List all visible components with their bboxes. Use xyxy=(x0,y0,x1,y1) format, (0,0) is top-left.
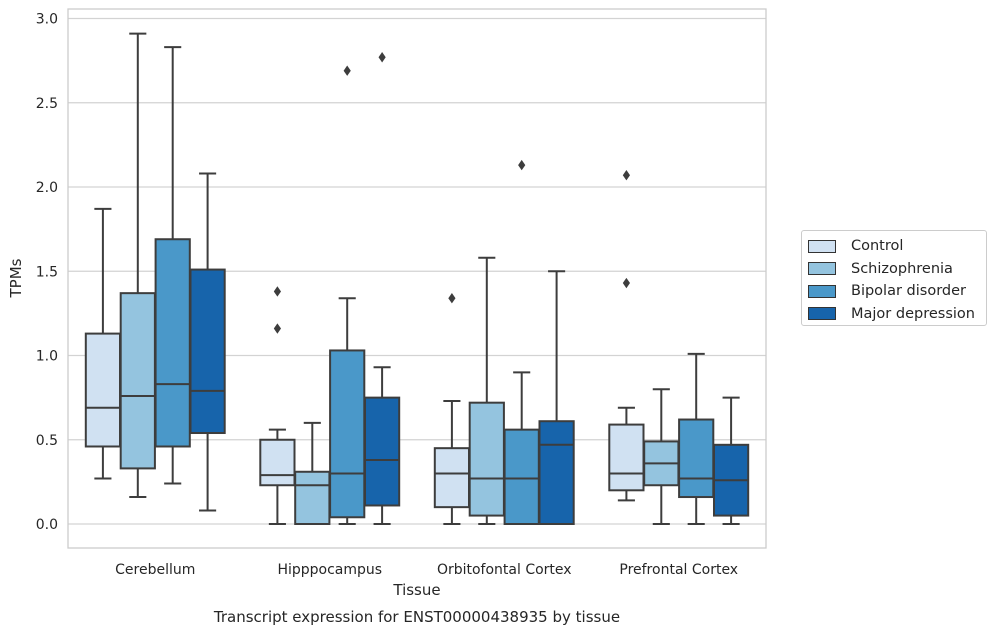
outlier-point xyxy=(622,170,630,181)
box-schizophrenia-3 xyxy=(643,388,680,525)
box-iqr xyxy=(468,401,505,517)
box-iqr xyxy=(259,438,296,487)
y-tick-label: 0.0 xyxy=(36,517,58,533)
box-iqr xyxy=(119,292,156,470)
box-major-depression-2 xyxy=(538,270,575,525)
y-tick-label: 1.0 xyxy=(36,349,58,365)
box-major-depression-3 xyxy=(712,396,750,525)
x-tick-label: Hipppocampus xyxy=(277,562,382,578)
box-control-1 xyxy=(259,286,296,525)
legend-item: Control xyxy=(808,235,986,258)
box-iqr xyxy=(433,447,471,509)
legend-label: Major depression xyxy=(851,305,975,322)
box-control-3 xyxy=(608,170,645,502)
y-axis-label: TPMs xyxy=(7,258,25,298)
outlier-point xyxy=(622,277,630,289)
legend-swatch xyxy=(808,239,836,253)
y-tick-label: 1.5 xyxy=(36,264,58,280)
box-major-depression-1 xyxy=(363,52,401,525)
box-iqr xyxy=(189,268,226,435)
box-iqr xyxy=(538,420,575,525)
box-plots xyxy=(84,32,750,526)
x-tick-label: Prefrontal Cortex xyxy=(619,562,738,578)
box-iqr xyxy=(154,238,191,448)
box-control-2 xyxy=(433,293,471,525)
legend-item: Schizophrenia xyxy=(808,258,986,281)
outlier-point xyxy=(273,286,281,297)
outlier-point xyxy=(273,323,281,334)
outlier-point xyxy=(343,65,351,76)
outlier-point xyxy=(518,159,526,171)
x-tick-label: Cerebellum xyxy=(115,562,195,578)
legend-swatch xyxy=(808,262,836,276)
legend-item: Bipolar disorder xyxy=(808,280,986,303)
box-major-depression-0 xyxy=(189,172,226,512)
x-tick-labels: Cerebellum Hipppocampus Orbitofontal Corte… xyxy=(115,562,738,578)
box-bipolar-disorder-3 xyxy=(678,352,715,525)
box-control-0 xyxy=(84,207,122,480)
box-schizophrenia-0 xyxy=(119,32,156,499)
legend-swatch xyxy=(808,307,836,321)
box-schizophrenia-1 xyxy=(294,421,331,526)
box-iqr xyxy=(294,470,331,526)
chart-title: Transcript expression for ENST0000043893… xyxy=(213,608,620,626)
legend-item: Major depression xyxy=(808,303,986,326)
box-bipolar-disorder-2 xyxy=(503,159,540,526)
legend: Control Schizophrenia Bipolar disorder Majo… xyxy=(801,230,987,326)
box-iqr xyxy=(363,396,401,507)
y-tick-label: 2.0 xyxy=(36,180,58,196)
legend-label: Bipolar disorder xyxy=(851,283,966,300)
y-tick-label: 0.5 xyxy=(36,433,58,449)
y-tick-label: 2.5 xyxy=(36,96,58,112)
x-axis-label: Tissue xyxy=(392,581,440,599)
y-tick-labels: 0.0 0.5 1.0 1.5 2.0 2.5 3.0 xyxy=(36,12,58,534)
box-iqr xyxy=(503,428,540,526)
outlier-point xyxy=(448,293,456,304)
box-iqr xyxy=(608,423,645,492)
box-iqr xyxy=(329,349,366,519)
x-tick-label: Orbitofontal Cortex xyxy=(437,562,572,578)
legend-label: Schizophrenia xyxy=(851,260,953,277)
box-bipolar-disorder-1 xyxy=(329,65,366,525)
box-bipolar-disorder-0 xyxy=(154,46,191,485)
y-tick-label: 3.0 xyxy=(36,12,58,28)
box-iqr xyxy=(84,332,122,448)
outlier-point xyxy=(378,52,386,63)
box-schizophrenia-2 xyxy=(468,256,505,525)
box-iqr xyxy=(678,418,715,499)
legend-swatch xyxy=(808,284,836,298)
plot-area-frame xyxy=(67,8,767,549)
legend-label: Control xyxy=(851,238,904,255)
